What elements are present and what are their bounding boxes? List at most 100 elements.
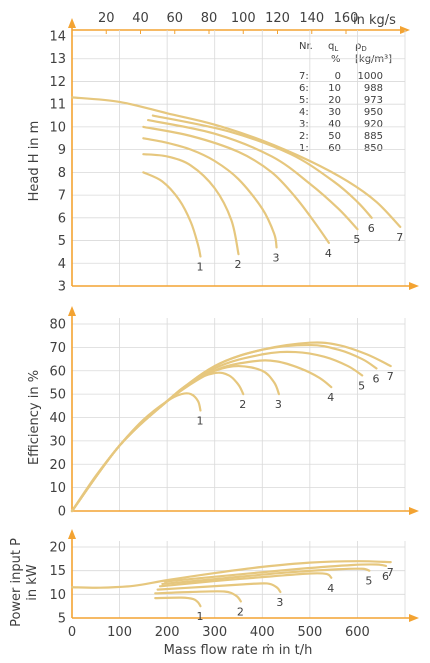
curve-label-1: 1 [196,260,203,273]
legend-row-ql: 50 [328,131,341,142]
x-tick-label: 500 [297,625,322,640]
y-tick-label: 7 [58,189,66,204]
legend-table: Nr. qL% ρD [kg/m³] 7: 0 1000 6: 10 988 5: 20 973 4… [299,41,392,154]
curve-1 [142,171,202,258]
legend-row-ql: 20 [328,95,341,106]
top-tick-label: 20 [98,11,115,26]
legend-row-nr: 5: [299,95,309,106]
curve-2 [142,153,240,256]
curve-label-3: 3 [273,251,280,264]
legend-header-nr: Nr. [299,41,313,52]
x-axis-arrow [409,507,419,515]
curve-label-5: 5 [365,575,372,588]
y-tick-label: 40 [49,411,66,426]
legend-row-rho: 950 [364,107,383,118]
x-axis-title: Mass flow rate ṁ in t/h [164,643,313,658]
legend-row-rho: 988 [364,83,383,94]
y-axis-title: Power input Pin kW [9,538,40,627]
y-tick-label: 30 [49,434,66,449]
y-tick-label: 8 [58,166,66,181]
legend-row-nr: 3: [299,119,309,130]
y-tick-label: 11 [49,98,66,113]
legend-header-ql: qL% [328,41,341,65]
curve-label-7: 7 [387,370,394,383]
curve-3 [142,137,278,249]
top-tick-label: 80 [201,11,218,26]
curve-label-2: 2 [239,398,246,411]
top-axis-kg-per-s: in kg/s 20 40 60 80 100 120 140 160 [72,11,410,34]
top-tick-label: 100 [231,11,256,26]
curve-label-6: 6 [372,372,379,385]
legend-row-ql: 60 [328,143,341,154]
legend-row-ql: 30 [328,107,341,118]
y-axis-arrow [68,18,76,28]
y-tick-label: 14 [49,30,66,45]
curve-6 [163,563,388,583]
curve-label-1: 1 [196,414,203,427]
legend-row-ql: 40 [328,119,341,130]
y-tick-label: 20 [49,458,66,473]
y-tick-label: 10 [49,588,66,603]
y-tick-label: 6 [58,211,66,226]
legend-row-nr: 6: [299,83,309,94]
curve-4 [70,359,333,513]
curve-label-6: 6 [382,570,389,583]
y-tick-label: 60 [49,364,66,379]
y-tick-label: 50 [49,388,66,403]
y-tick-label: 4 [58,257,66,272]
legend-header-rho: ρD [kg/m³] [355,41,392,65]
curve-2 [70,371,245,513]
curve-label-2: 2 [235,258,242,271]
y-tick-label: 12 [49,75,66,90]
curve-5 [161,567,371,586]
curve-3 [156,582,282,594]
curve-1 [154,596,202,608]
curve-7 [70,341,392,513]
y-tick-label: 80 [49,318,66,333]
curve-label-1: 1 [196,610,203,623]
y-tick-label: 9 [58,143,66,158]
curve-7 [70,560,392,589]
curve-label-4: 4 [325,247,332,260]
curve-label-7: 7 [396,231,403,244]
top-tick-label: 60 [166,11,183,26]
y-tick-label: 70 [49,341,66,356]
y-axis-title: Efficiency in % [27,370,42,465]
y-tick-label: 0 [58,505,66,520]
legend-row-rho: 973 [364,95,383,106]
legend-row-rho: 885 [364,131,383,142]
legend-row-nr: 7: [299,71,309,82]
curve-4 [158,572,333,588]
curve-5 [147,118,359,231]
y-tick-label: 20 [49,541,66,556]
legend-row-rho: 920 [364,119,383,130]
curve-label-3: 3 [275,398,282,411]
top-tick-label: 40 [132,11,149,26]
legend-row-ql: 0 [335,71,341,82]
legend-row-nr: 1: [299,143,309,154]
legend-row-rho: 1000 [358,71,383,82]
curve-label-4: 4 [327,582,334,595]
x-tick-label: 400 [250,625,275,640]
y-axis-arrow [68,529,76,539]
curve-label-5: 5 [358,379,365,392]
y-tick-label: 5 [58,234,66,249]
curve-6 [70,343,378,513]
legend-row-nr: 4: [299,107,309,118]
x-tick-label: 300 [202,625,227,640]
curve-2 [154,590,242,603]
curve-3 [70,364,281,513]
y-tick-label: 10 [49,120,66,135]
curve-label-4: 4 [327,391,334,404]
legend-row-rho: 850 [364,143,383,154]
y-tick-label: 5 [58,612,66,627]
top-tick-label: 160 [334,11,359,26]
y-axis-arrow [68,306,76,316]
curve-label-3: 3 [276,596,283,609]
y-axis-title: Head H in m [27,121,42,202]
chart-panel-2: 0 10 20 30 40 50 60 70 80 Efficiency in % 1 2 3 4 56 7 [27,306,419,520]
curve-label-6: 6 [368,222,375,235]
